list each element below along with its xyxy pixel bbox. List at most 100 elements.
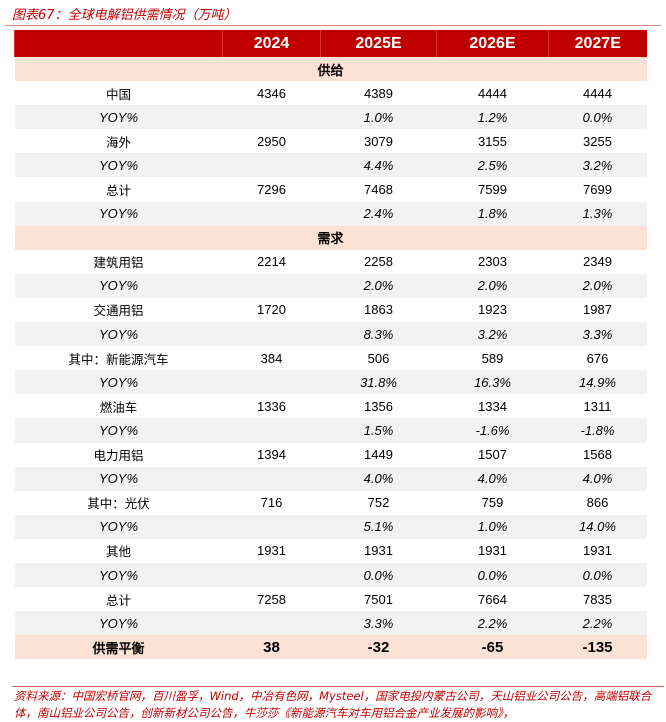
cell-value: 4.0%	[548, 466, 647, 491]
cell-value: 1720	[222, 297, 321, 323]
cell-value	[222, 201, 321, 226]
cell-value: -1.8%	[548, 418, 647, 443]
cell-value	[222, 562, 321, 588]
row-label: YOY%	[14, 562, 223, 588]
cell-value: 1.0%	[436, 514, 549, 539]
cell-value: 1568	[548, 442, 647, 467]
cell-value: 3255	[548, 129, 647, 154]
cell-value: 1334	[436, 394, 549, 419]
row-label: 海外	[14, 129, 223, 154]
cell-value: 3155	[436, 129, 549, 154]
balance-row: 供需平衡 38 -32 -65 -135	[14, 635, 647, 660]
column-header: 2026E	[436, 30, 549, 57]
cell-value: 7599	[436, 177, 549, 202]
section-row: 供给	[14, 57, 647, 82]
cell-value: 1311	[548, 394, 647, 419]
divider	[5, 25, 661, 26]
cell-value: 676	[548, 346, 647, 371]
cell-value: 7699	[548, 177, 647, 202]
section-row: 需求	[14, 225, 647, 250]
row-label: YOY%	[14, 273, 223, 298]
cell-value: 0.0%	[548, 105, 647, 130]
cell-value: -32	[320, 635, 437, 660]
cell-value: 1931	[222, 538, 321, 563]
cell-value: -65	[436, 635, 549, 660]
cell-value: 1931	[320, 538, 437, 563]
cell-value: 1507	[436, 442, 549, 467]
cell-value: 2.4%	[320, 201, 437, 226]
cell-value: 3079	[320, 129, 437, 154]
cell-value: 1.3%	[548, 201, 647, 226]
cell-value: 2.0%	[548, 273, 647, 298]
cell-value: 1.8%	[436, 201, 549, 226]
cell-value: -135	[548, 635, 647, 660]
cell-value: 2.0%	[320, 273, 437, 298]
table-row: 海外 2950 3079 3155 3255	[14, 129, 647, 154]
row-label: YOY%	[14, 370, 223, 395]
table-row: 总计 7258 7501 7664 7835	[14, 587, 647, 612]
cell-value: 2214	[222, 249, 321, 274]
column-header	[14, 30, 223, 57]
row-label: 中国	[14, 81, 223, 106]
row-label: YOY%	[14, 322, 223, 347]
table-row: YOY% 1.0% 1.2% 0.0%	[14, 105, 647, 130]
cell-value: 14.9%	[548, 370, 647, 395]
cell-value	[222, 153, 321, 178]
cell-value: 7468	[320, 177, 437, 202]
table-row: 其中：新能源汽车 384 506 589 676	[14, 346, 647, 371]
cell-value: 1449	[320, 442, 437, 467]
table-row: 中国 4346 4389 4444 4444	[14, 81, 647, 106]
cell-value	[222, 418, 321, 443]
row-label: 其他	[14, 538, 223, 563]
cell-value: 752	[320, 490, 437, 515]
cell-value: 0.0%	[436, 562, 549, 588]
cell-value: 1.5%	[320, 418, 437, 443]
cell-value: 38	[222, 635, 321, 660]
row-label: YOY%	[14, 153, 223, 178]
header-row: 2024 2025E 2026E 2027E	[14, 30, 647, 57]
cell-value: 1.2%	[436, 105, 549, 130]
cell-value: 4.0%	[320, 466, 437, 491]
row-label: 供需平衡	[14, 635, 223, 660]
table-row: YOY% 3.3% 2.2% 2.2%	[14, 611, 647, 636]
row-label: YOY%	[14, 201, 223, 226]
cell-value: 384	[222, 346, 321, 371]
row-label: 总计	[14, 587, 223, 612]
cell-value: 589	[436, 346, 549, 371]
section-label: 供给	[14, 57, 647, 82]
cell-value: 716	[222, 490, 321, 515]
table-row: YOY% 2.4% 1.8% 1.3%	[14, 201, 647, 226]
cell-value: 3.3%	[548, 322, 647, 347]
table-row: YOY% 2.0% 2.0% 2.0%	[14, 273, 647, 298]
row-label: 电力用铝	[14, 442, 223, 467]
cell-value: 4.0%	[436, 466, 549, 491]
table-row: YOY% 31.8% 16.3% 14.9%	[14, 370, 647, 395]
table-row: 其他 1931 1931 1931 1931	[14, 538, 647, 563]
cell-value: 3.3%	[320, 611, 437, 636]
cell-value: 2258	[320, 249, 437, 274]
table-row: YOY% 1.5% -1.6% -1.8%	[14, 418, 647, 443]
table-row: 电力用铝 1394 1449 1507 1568	[14, 442, 647, 467]
cell-value: 1.0%	[320, 105, 437, 130]
cell-value: 7664	[436, 587, 549, 612]
cell-value: 4346	[222, 81, 321, 106]
table-row: YOY% 4.4% 2.5% 3.2%	[14, 153, 647, 178]
table-row: 其中：光伏 716 752 759 866	[14, 490, 647, 515]
cell-value: 866	[548, 490, 647, 515]
cell-value: 2.2%	[436, 611, 549, 636]
cell-value: 4389	[320, 81, 437, 106]
cell-value	[222, 322, 321, 347]
cell-value: 4444	[436, 81, 549, 106]
row-label: YOY%	[14, 466, 223, 491]
cell-value: 1931	[436, 538, 549, 563]
row-label: YOY%	[14, 105, 223, 130]
cell-value: -1.6%	[436, 418, 549, 443]
cell-value: 0.0%	[548, 562, 647, 588]
row-label: YOY%	[14, 611, 223, 636]
row-label: YOY%	[14, 514, 223, 539]
table-row: YOY% 5.1% 1.0% 14.0%	[14, 514, 647, 539]
cell-value: 4.4%	[320, 153, 437, 178]
cell-value: 2.5%	[436, 153, 549, 178]
cell-value	[222, 105, 321, 130]
cell-value	[222, 514, 321, 539]
